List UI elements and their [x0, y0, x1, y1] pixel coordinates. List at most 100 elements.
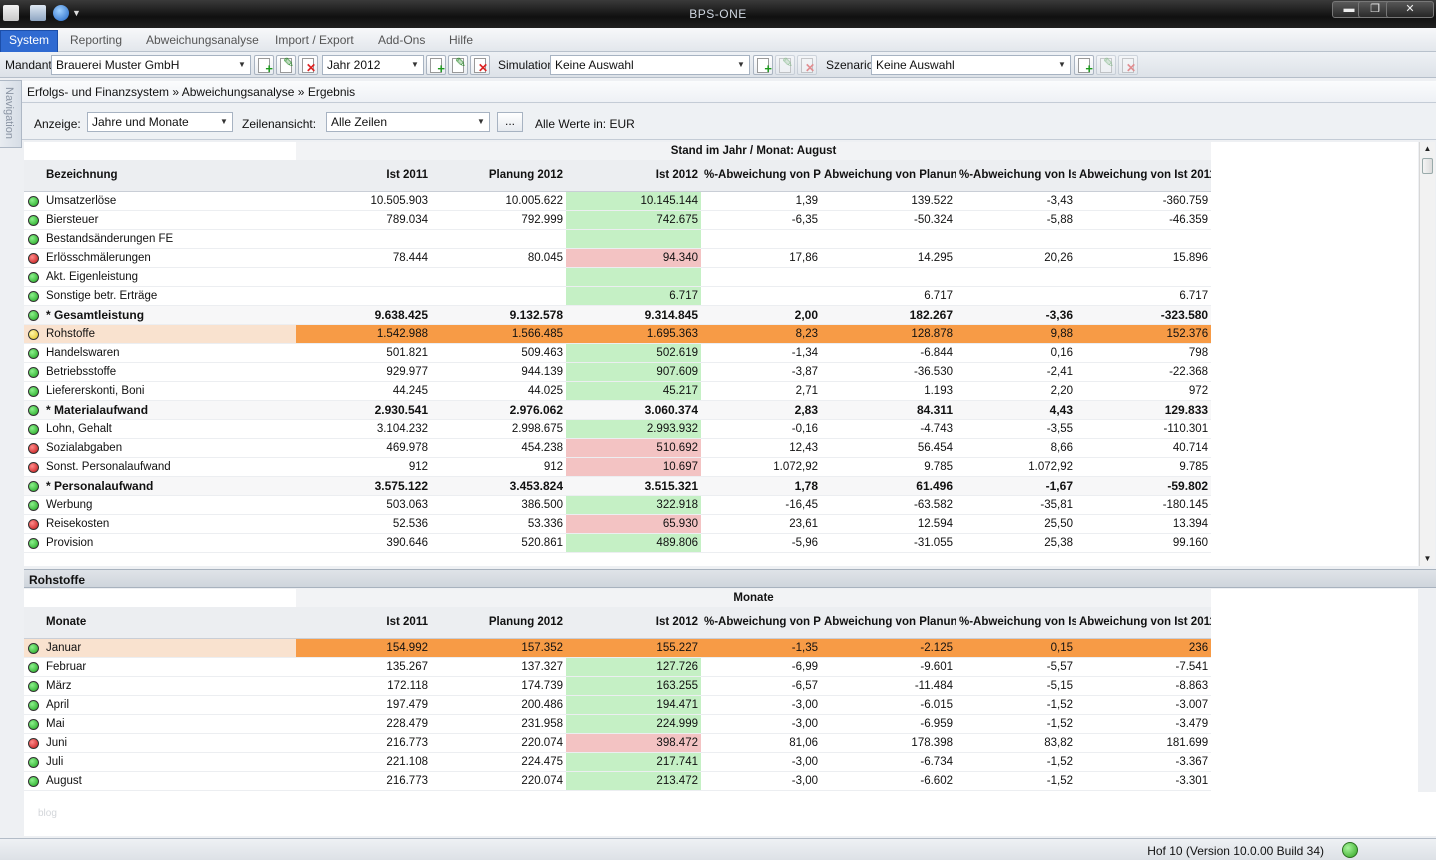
quick-access-dropdown-icon[interactable]: ▼: [72, 8, 81, 18]
value-cell: 9.132.578: [431, 305, 566, 325]
table-row[interactable]: Werbung 503.063 386.500 322.918 -16,45 -63.58…: [24, 495, 1212, 515]
table-row[interactable]: Januar 154.992 157.352 155.227 -1,35 -2.125 0,…: [24, 638, 1212, 658]
table-row[interactable]: Sonstige betr. Erträge 6.717 6.717 6.717: [24, 286, 1212, 306]
print-icon[interactable]: [30, 5, 46, 21]
row-label-cell: Lohn, Gehalt: [24, 419, 296, 439]
table-row[interactable]: * Personalaufwand 3.575.122 3.453.824 3.515…: [24, 476, 1212, 496]
column-header[interactable]: Planung 2012: [431, 607, 566, 639]
delete-szenario-button[interactable]: ✕: [1118, 55, 1138, 75]
value-cell: -50.324: [821, 210, 956, 230]
result-grid-scrollbar[interactable]: ▲ ▼: [1419, 142, 1435, 566]
minimize-button[interactable]: ▬: [1332, 1, 1366, 18]
mandant-select[interactable]: Brauerei Muster GmbH ▼: [51, 55, 251, 75]
column-header[interactable]: Abweichung von Ist 2011: [1076, 607, 1212, 639]
scroll-down-icon[interactable]: ▼: [1423, 554, 1432, 563]
table-row[interactable]: Handelswaren 501.821 509.463 502.619 -1,34 -6…: [24, 343, 1212, 363]
band-spacer: [24, 589, 296, 607]
close-button[interactable]: ✕: [1386, 1, 1434, 18]
app-menu-icon[interactable]: [3, 5, 19, 21]
table-row[interactable]: März 172.118 174.739 163.255 -6,57 -11.484 -5,…: [24, 676, 1212, 696]
column-header[interactable]: Abweichung von Ist 2011: [1076, 160, 1212, 192]
jahr-select[interactable]: Jahr 2012 ▼: [322, 55, 424, 75]
row-label: Januar: [46, 641, 82, 654]
column-header[interactable]: Bezeichnung: [24, 160, 296, 192]
table-row[interactable]: Bestandsänderungen FE: [24, 229, 1212, 249]
tab-hilfe[interactable]: Hilfe: [449, 33, 474, 47]
table-row[interactable]: Juli 221.108 224.475 217.741 -3,00 -6.734 -1,5…: [24, 752, 1212, 772]
plus-icon: +: [764, 61, 772, 76]
tab-reporting[interactable]: Reporting: [70, 33, 123, 47]
new-szenario-button[interactable]: +: [1074, 55, 1094, 75]
anzeige-select[interactable]: Jahre und Monate ▼: [87, 112, 233, 132]
delete-jahr-button[interactable]: ✕: [470, 55, 490, 75]
row-label: April: [46, 698, 70, 711]
tab-abweichungsanalyse[interactable]: Abweichungsanalyse: [146, 33, 259, 47]
table-row[interactable]: April 197.479 200.486 194.471 -3,00 -6.015 -1,…: [24, 695, 1212, 715]
column-header[interactable]: Abweichung von Planung 2012: [821, 160, 956, 192]
column-header[interactable]: Monate: [24, 607, 296, 639]
szenario-select[interactable]: Keine Auswahl ▼: [871, 55, 1071, 75]
column-header[interactable]: Abweichung von Planung 2012: [821, 607, 956, 639]
row-label-cell: * Personalaufwand: [24, 476, 296, 496]
table-row[interactable]: Juni 216.773 220.074 398.472 81,06 178.398 83,…: [24, 733, 1212, 753]
value-cell: -3,55: [956, 419, 1076, 439]
column-header[interactable]: %-Abweichung von Planung 2012: [701, 607, 821, 639]
row-label: * Materialaufwand: [46, 402, 149, 417]
column-header[interactable]: %-Abweichung von Ist 2011: [956, 607, 1076, 639]
delete-simulation-button[interactable]: ✕: [797, 55, 817, 75]
value-cell: [821, 267, 956, 287]
tab-import-export[interactable]: Import / Export: [275, 33, 354, 47]
new-jahr-button[interactable]: +: [426, 55, 446, 75]
row-label-cell: * Materialaufwand: [24, 400, 296, 420]
help-icon[interactable]: [53, 5, 69, 21]
table-row[interactable]: Betriebsstoffe 929.977 944.139 907.609 -3,87…: [24, 362, 1212, 382]
edit-mandant-button[interactable]: ✎: [276, 55, 296, 75]
column-header[interactable]: Ist 2012: [566, 607, 701, 639]
table-row[interactable]: Biersteuer 789.034 792.999 742.675 -6,35 -50.…: [24, 210, 1212, 230]
table-row[interactable]: Februar 135.267 137.327 127.726 -6,99 -9.601-…: [24, 657, 1212, 677]
edit-jahr-button[interactable]: ✎: [448, 55, 468, 75]
new-mandant-button[interactable]: +: [254, 55, 274, 75]
table-row[interactable]: * Gesamtleistung 9.638.425 9.132.578 9.314.…: [24, 305, 1212, 325]
column-header[interactable]: Ist 2012: [566, 160, 701, 192]
navigation-tab[interactable]: Navigation: [0, 80, 22, 148]
simulation-select[interactable]: Keine Auswahl ▼: [550, 55, 750, 75]
tab-add-ons[interactable]: Add-Ons: [378, 33, 426, 47]
table-row[interactable]: August 216.773 220.074 213.472 -3,00 -6.602 -1…: [24, 771, 1212, 791]
table-row[interactable]: Mai 228.479 231.958 224.999 -3,00 -6.959 -1,52…: [24, 714, 1212, 734]
column-header[interactable]: Ist 2011: [296, 160, 431, 192]
delete-mandant-button[interactable]: ✕: [298, 55, 318, 75]
table-row[interactable]: Erlösschmälerungen 78.444 80.045 94.340 17,8…: [24, 248, 1212, 268]
table-row[interactable]: Akt. Eigenleistung: [24, 267, 1212, 287]
column-header[interactable]: %-Abweichung von Planung 2012: [701, 160, 821, 192]
value-cell: 80.045: [431, 248, 566, 268]
table-row[interactable]: Reisekosten 52.536 53.336 65.930 23,61 12.594…: [24, 514, 1212, 534]
value-cell: 65.930: [566, 514, 701, 534]
zeilenansicht-select[interactable]: Alle Zeilen ▼: [326, 112, 490, 132]
scroll-thumb[interactable]: [1422, 158, 1433, 174]
more-options-button[interactable]: ...: [497, 112, 523, 132]
column-header[interactable]: %-Abweichung von Ist 2011: [956, 160, 1076, 192]
table-row[interactable]: Umsatzerlöse 10.505.903 10.005.622 10.145.1…: [24, 191, 1212, 211]
value-cell: 8,66: [956, 438, 1076, 458]
table-row[interactable]: Sonst. Personalaufwand 912 912 10.697 1.072,…: [24, 457, 1212, 477]
delete-icon: ✕: [1125, 61, 1136, 75]
edit-simulation-button[interactable]: ✎: [775, 55, 795, 75]
new-simulation-button[interactable]: +: [753, 55, 773, 75]
restore-button[interactable]: ❐: [1358, 1, 1392, 18]
column-header[interactable]: Ist 2011: [296, 607, 431, 639]
table-row[interactable]: Provision 390.646 520.861 489.806 -5,96 -31.0…: [24, 533, 1212, 553]
row-label: Sonst. Personalaufwand: [46, 460, 171, 473]
status-green-icon: [28, 642, 39, 654]
edit-szenario-button[interactable]: ✎: [1096, 55, 1116, 75]
value-cell: 231.958: [431, 714, 566, 734]
column-header[interactable]: Planung 2012: [431, 160, 566, 192]
table-row[interactable]: Liefererskonti, Boni 44.245 44.025 45.217 2,…: [24, 381, 1212, 401]
table-row[interactable]: * Materialaufwand 2.930.541 2.976.062 3.060…: [24, 400, 1212, 420]
table-row[interactable]: Lohn, Gehalt 3.104.232 2.998.675 2.993.932-…: [24, 419, 1212, 439]
scroll-up-icon[interactable]: ▲: [1423, 144, 1432, 153]
tab-system[interactable]: System: [0, 30, 59, 52]
value-cell: [296, 286, 431, 306]
table-row[interactable]: Sozialabgaben 469.978 454.238 510.692 12,43 5…: [24, 438, 1212, 458]
table-row[interactable]: Rohstoffe 1.542.988 1.566.485 1.695.363 8,23…: [24, 324, 1212, 344]
